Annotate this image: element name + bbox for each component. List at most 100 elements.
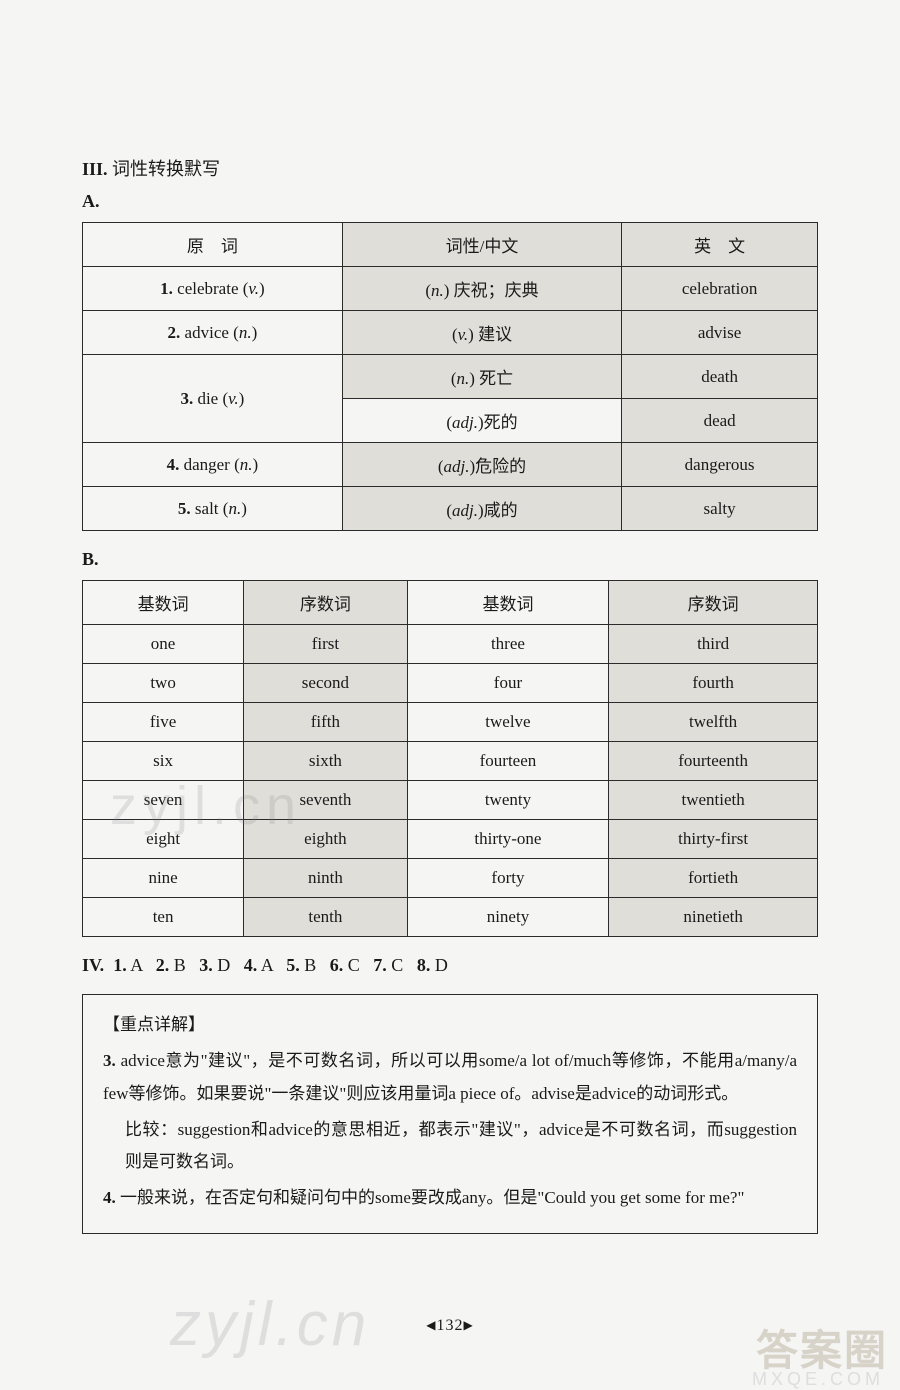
explanation-box: 【重点详解】 3. advice意为"建议"，是不可数名词，所以可以用some/… <box>82 994 818 1234</box>
c: first <box>244 625 408 664</box>
c: eight <box>83 820 244 859</box>
table-a-h3: 英 文 <box>622 223 818 267</box>
cell-text: 咸的 <box>484 501 518 520</box>
c: three <box>407 625 609 664</box>
cell-pos: (v.) 建议 <box>342 311 621 355</box>
c: six <box>83 742 244 781</box>
c: two <box>83 664 244 703</box>
c: eighth <box>244 820 408 859</box>
cell-pos: (n.) 庆祝；庆典 <box>342 267 621 311</box>
table-row: 2. advice (n.) (v.) 建议 advise <box>83 311 818 355</box>
cell-word: 2. advice (n.) <box>83 311 343 355</box>
ans-v: A <box>261 955 273 975</box>
c: twentieth <box>609 781 818 820</box>
cell-en: celebration <box>622 267 818 311</box>
page-number-value: 132 <box>437 1317 464 1334</box>
c: seventh <box>244 781 408 820</box>
table-row: 5. salt (n.) (adj.)咸的 salty <box>83 487 818 531</box>
ans-n: 2. <box>156 955 170 975</box>
c: ninetieth <box>609 898 818 937</box>
ans-n: 3. <box>199 955 213 975</box>
ans-n: 5. <box>286 955 300 975</box>
ans-v: D <box>435 955 448 975</box>
section-3-heading: III. 词性转换默写 <box>82 155 818 181</box>
c: fourteen <box>407 742 609 781</box>
box-p4: 4. 一般来说，在否定句和疑问句中的some要改成any。但是"Could yo… <box>103 1182 797 1214</box>
answers-prefix: IV. <box>82 955 104 975</box>
page-number: ◀132▶ <box>0 1317 900 1335</box>
c: third <box>609 625 818 664</box>
cell-en: salty <box>622 487 818 531</box>
cell-en: dead <box>622 399 818 443</box>
c: fortieth <box>609 859 818 898</box>
box-p3: 3. advice意为"建议"，是不可数名词，所以可以用some/a lot o… <box>103 1045 797 1110</box>
ans-n: 8. <box>417 955 431 975</box>
c: twelfth <box>609 703 818 742</box>
section-3-prefix: III. <box>82 159 108 179</box>
ans-n: 6. <box>330 955 344 975</box>
c: fifth <box>244 703 408 742</box>
ans-n: 7. <box>373 955 387 975</box>
triangle-right-icon: ▶ <box>464 1318 474 1332</box>
cell-text: 建议 <box>478 325 512 344</box>
cell-pos: (adj.)咸的 <box>342 487 621 531</box>
table-row: 3. die (v.) (n.) 死亡 death <box>83 355 818 399</box>
c: twenty <box>407 781 609 820</box>
table-row: sixsixthfourteenfourteenth <box>83 742 818 781</box>
c: thirty-one <box>407 820 609 859</box>
tb-h1: 基数词 <box>83 581 244 625</box>
cell-text: 庆祝；庆典 <box>454 281 539 300</box>
c: one <box>83 625 244 664</box>
table-b: 基数词 序数词 基数词 序数词 onefirstthreethird twose… <box>82 580 818 937</box>
ans-v: D <box>217 955 230 975</box>
table-row: onefirstthreethird <box>83 625 818 664</box>
cell-word: 5. salt (n.) <box>83 487 343 531</box>
cell-pos: (n.) 死亡 <box>342 355 621 399</box>
c: ten <box>83 898 244 937</box>
section-4-answers: IV. 1. A 2. B 3. D 4. A 5. B 6. C 7. C 8… <box>82 955 818 976</box>
p4-num: 4. <box>103 1188 116 1207</box>
cell-text: 死亡 <box>479 369 513 388</box>
sub-label-b: B. <box>82 549 818 570</box>
table-a-h2: 词性/中文 <box>342 223 621 267</box>
ans-v: B <box>174 955 186 975</box>
p3-num: 3. <box>103 1051 116 1070</box>
cell-word: 3. die (v.) <box>83 355 343 443</box>
table-a: 原 词 词性/中文 英 文 1. celebrate (v.) (n.) 庆祝；… <box>82 222 818 531</box>
table-row: 4. danger (n.) (adj.)危险的 dangerous <box>83 443 818 487</box>
table-b-header-row: 基数词 序数词 基数词 序数词 <box>83 581 818 625</box>
tb-h4: 序数词 <box>609 581 818 625</box>
table-a-h1: 原 词 <box>83 223 343 267</box>
c: fourth <box>609 664 818 703</box>
ans-v: B <box>304 955 316 975</box>
c: nine <box>83 859 244 898</box>
c: five <box>83 703 244 742</box>
sub-label-a: A. <box>82 191 818 212</box>
c: tenth <box>244 898 408 937</box>
table-row: twosecondfourfourth <box>83 664 818 703</box>
table-row: eighteighththirty-onethirty-first <box>83 820 818 859</box>
c: ninth <box>244 859 408 898</box>
ans-n: 4. <box>244 955 258 975</box>
c: forty <box>407 859 609 898</box>
cell-text: 危险的 <box>475 457 526 476</box>
cell-en: death <box>622 355 818 399</box>
table-row: 1. celebrate (v.) (n.) 庆祝；庆典 celebration <box>83 267 818 311</box>
cell-text: 死的 <box>484 413 518 432</box>
c: second <box>244 664 408 703</box>
c: four <box>407 664 609 703</box>
cell-word: 1. celebrate (v.) <box>83 267 343 311</box>
ans-n: 1. <box>113 955 127 975</box>
c: sixth <box>244 742 408 781</box>
c: twelve <box>407 703 609 742</box>
table-row: tententhninetyninetieth <box>83 898 818 937</box>
table-row: nineninthfortyfortieth <box>83 859 818 898</box>
cell-en: dangerous <box>622 443 818 487</box>
ans-v: C <box>348 955 360 975</box>
cell-pos: (adj.)危险的 <box>342 443 621 487</box>
box-p3b: 比较：suggestion和advice的意思相近，都表示"建议"，advice… <box>103 1114 797 1179</box>
ans-v: A <box>130 955 142 975</box>
c: ninety <box>407 898 609 937</box>
table-a-header-row: 原 词 词性/中文 英 文 <box>83 223 818 267</box>
c: seven <box>83 781 244 820</box>
